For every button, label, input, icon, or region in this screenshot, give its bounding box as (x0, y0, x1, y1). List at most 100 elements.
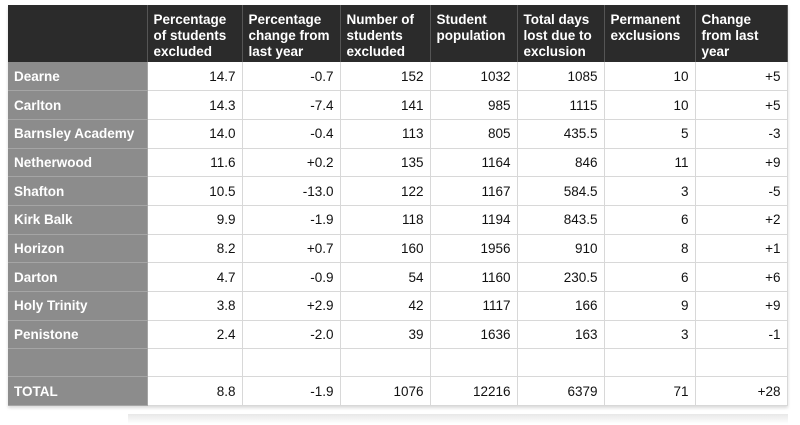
header-total-days-lost: Total days lost due to exclusion (517, 5, 605, 62)
total-days-lost-cell: 166 (517, 291, 605, 321)
table-row: Barnsley Academy 14.0 -0.4 113 805 435.5 5 -3 (8, 119, 788, 149)
table-row: Carlton 14.3 -7.4 141 985 1115 10 +5 (8, 90, 788, 120)
total-days-lost-cell: 6379 (517, 376, 605, 407)
table-header: Percentage of students excluded Percenta… (8, 5, 788, 62)
student-population-cell: 1167 (430, 176, 518, 206)
change-from-last-year-cell: -1 (695, 320, 788, 350)
percentage-excluded-cell: 14.3 (147, 90, 243, 120)
header-row: Percentage of students excluded Percenta… (8, 5, 788, 62)
header-student-population: Student population (430, 5, 518, 62)
total-days-lost-cell: 1085 (517, 62, 605, 92)
number-excluded-cell: 141 (340, 90, 431, 120)
student-population-cell: 12216 (430, 376, 518, 407)
student-population-cell (430, 348, 518, 378)
change-from-last-year-cell: +5 (695, 90, 788, 120)
percentage-change-cell: +0.2 (242, 148, 341, 178)
student-population-cell: 1117 (430, 291, 518, 321)
student-population-cell: 1164 (430, 148, 518, 178)
number-excluded-cell: 113 (340, 119, 431, 149)
change-from-last-year-cell: +9 (695, 291, 788, 321)
permanent-exclusions-cell: 10 (604, 62, 696, 92)
table-row: Shafton 10.5 -13.0 122 1167 584.5 3 -5 (8, 176, 788, 206)
table-shadow (128, 414, 788, 424)
table-row: Kirk Balk 9.9 -1.9 118 1194 843.5 6 +2 (8, 205, 788, 235)
permanent-exclusions-cell: 9 (604, 291, 696, 321)
school-name-cell (8, 348, 148, 378)
percentage-excluded-cell: 3.8 (147, 291, 243, 321)
student-population-cell: 1032 (430, 62, 518, 92)
percentage-change-cell (242, 348, 341, 378)
header-corner (8, 5, 148, 62)
school-name-cell: Dearne (8, 62, 148, 92)
number-excluded-cell: 122 (340, 176, 431, 206)
school-name-cell: Netherwood (8, 148, 148, 178)
percentage-change-cell: +0.7 (242, 234, 341, 264)
table-row: Penistone 2.4 -2.0 39 1636 163 3 -1 (8, 320, 788, 350)
student-population-cell: 1160 (430, 262, 518, 292)
school-name-cell: Horizon (8, 234, 148, 264)
percentage-excluded-cell: 11.6 (147, 148, 243, 178)
percentage-excluded-cell: 9.9 (147, 205, 243, 235)
percentage-change-cell: -1.9 (242, 205, 341, 235)
percentage-excluded-cell: 14.0 (147, 119, 243, 149)
permanent-exclusions-cell: 10 (604, 90, 696, 120)
percentage-change-cell: -0.4 (242, 119, 341, 149)
percentage-excluded-cell: 14.7 (147, 62, 243, 92)
student-population-cell: 805 (430, 119, 518, 149)
header-permanent-exclusions: Permanent exclusions (604, 5, 696, 62)
change-from-last-year-cell (695, 348, 788, 378)
permanent-exclusions-cell: 8 (604, 234, 696, 264)
percentage-change-cell: -0.9 (242, 262, 341, 292)
percentage-excluded-cell: 4.7 (147, 262, 243, 292)
percentage-excluded-cell: 8.8 (147, 376, 243, 407)
percentage-excluded-cell: 8.2 (147, 234, 243, 264)
header-percentage-excluded: Percentage of students excluded (147, 5, 243, 62)
percentage-change-cell: -1.9 (242, 376, 341, 407)
school-name-cell: Carlton (8, 90, 148, 120)
change-from-last-year-cell: +9 (695, 148, 788, 178)
percentage-change-cell: -2.0 (242, 320, 341, 350)
number-excluded-cell: 118 (340, 205, 431, 235)
percentage-change-cell: -0.7 (242, 62, 341, 92)
percentage-excluded-cell (147, 348, 243, 378)
number-excluded-cell: 54 (340, 262, 431, 292)
school-name-cell: Holy Trinity (8, 291, 148, 321)
table-row: Holy Trinity 3.8 +2.9 42 1117 166 9 +9 (8, 291, 788, 321)
permanent-exclusions-cell: 5 (604, 119, 696, 149)
school-name-cell: Shafton (8, 176, 148, 206)
table-row: Dearne 14.7 -0.7 152 1032 1085 10 +5 (8, 62, 788, 92)
change-from-last-year-cell: +1 (695, 234, 788, 264)
total-days-lost-cell: 163 (517, 320, 605, 350)
total-days-lost-cell: 435.5 (517, 119, 605, 149)
permanent-exclusions-cell: 11 (604, 148, 696, 178)
table-row: Horizon 8.2 +0.7 160 1956 910 8 +1 (8, 234, 788, 264)
total-days-lost-cell: 910 (517, 234, 605, 264)
number-excluded-cell: 152 (340, 62, 431, 92)
school-name-cell: TOTAL (8, 376, 148, 407)
number-excluded-cell: 39 (340, 320, 431, 350)
blank-row (8, 348, 788, 378)
table-row: Netherwood 11.6 +0.2 135 1164 846 11 +9 (8, 148, 788, 178)
change-from-last-year-cell: +28 (695, 376, 788, 407)
permanent-exclusions-cell: 3 (604, 320, 696, 350)
table-body: Dearne 14.7 -0.7 152 1032 1085 10 +5 Carlton 14.3… (8, 62, 788, 407)
change-from-last-year-cell: -3 (695, 119, 788, 149)
school-name-cell: Kirk Balk (8, 205, 148, 235)
total-days-lost-cell: 843.5 (517, 205, 605, 235)
number-excluded-cell (340, 348, 431, 378)
student-population-cell: 985 (430, 90, 518, 120)
permanent-exclusions-cell: 71 (604, 376, 696, 407)
total-days-lost-cell (517, 348, 605, 378)
header-number-excluded: Number of students excluded (340, 5, 431, 62)
percentage-change-cell: +2.9 (242, 291, 341, 321)
percentage-change-cell: -7.4 (242, 90, 341, 120)
school-name-cell: Penistone (8, 320, 148, 350)
total-days-lost-cell: 584.5 (517, 176, 605, 206)
number-excluded-cell: 135 (340, 148, 431, 178)
change-from-last-year-cell: +2 (695, 205, 788, 235)
total-days-lost-cell: 846 (517, 148, 605, 178)
header-change-from-last-year: Change from last year (695, 5, 788, 62)
total-days-lost-cell: 230.5 (517, 262, 605, 292)
student-population-cell: 1956 (430, 234, 518, 264)
number-excluded-cell: 42 (340, 291, 431, 321)
